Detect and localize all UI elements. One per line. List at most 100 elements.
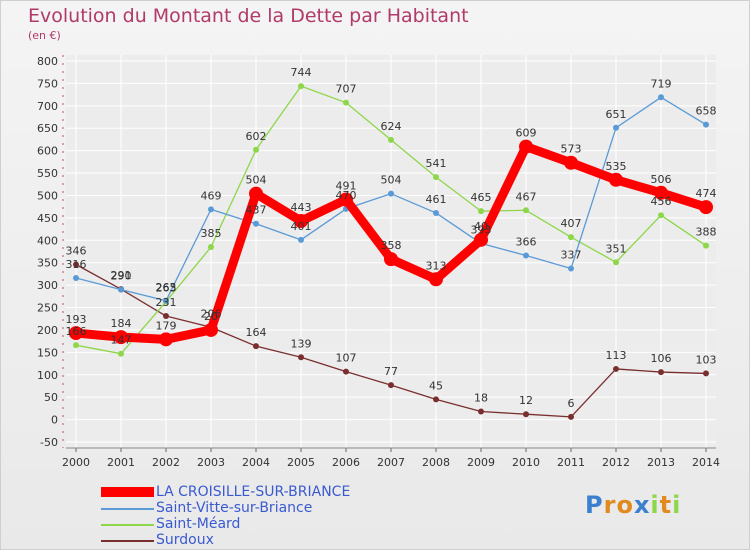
data-label: 346 (66, 244, 87, 257)
y-tick-label: 200 (37, 324, 58, 337)
data-label: 316 (66, 258, 87, 271)
data-label: 388 (696, 226, 717, 239)
data-point (699, 200, 713, 215)
data-label: 265 (156, 281, 177, 294)
y-tick-label: 250 (37, 302, 58, 315)
data-label: 206 (201, 307, 222, 320)
y-tick-label: 550 (37, 167, 58, 180)
data-label: 147 (111, 334, 132, 347)
data-point (388, 382, 394, 389)
data-point (253, 220, 259, 227)
y-tick-label: 400 (37, 234, 58, 247)
data-label: 291 (111, 269, 132, 282)
legend-label: Surdoux (156, 532, 214, 548)
data-point (703, 370, 709, 377)
data-point (613, 365, 619, 372)
data-point (339, 192, 353, 207)
data-point (208, 244, 214, 251)
data-point (253, 343, 259, 350)
data-label: 393 (471, 223, 492, 236)
y-tick-label: 600 (37, 145, 58, 158)
logo-letter: r (603, 491, 617, 519)
data-point (298, 354, 304, 361)
data-label: 106 (651, 352, 672, 365)
data-point (433, 396, 439, 403)
data-point (609, 172, 623, 187)
data-label: 504 (246, 174, 267, 187)
data-label: 166 (66, 325, 87, 338)
data-label: 744 (291, 66, 312, 79)
data-label: 573 (561, 143, 582, 156)
proxiti-logo: Proxiti (585, 491, 681, 519)
legend-swatch (101, 487, 154, 497)
x-tick-label: 2006 (332, 456, 360, 469)
data-label: 290 (111, 270, 132, 283)
y-tick-label: 350 (37, 257, 58, 270)
data-label: 366 (516, 236, 537, 249)
y-tick-label: 650 (37, 122, 58, 135)
data-point (523, 207, 529, 214)
data-point (429, 272, 443, 287)
data-point (568, 234, 574, 241)
y-tick-label: -50 (40, 436, 58, 449)
data-point (703, 121, 709, 128)
data-label: 456 (651, 195, 672, 208)
legend-label: LA CROISILLE-SUR-BRIANCE (156, 484, 351, 500)
data-label: 107 (336, 352, 357, 365)
x-tick-label: 2002 (152, 456, 180, 469)
data-label: 719 (651, 77, 672, 90)
data-label: 45 (429, 379, 443, 392)
logo-letter: x (633, 491, 651, 519)
y-tick-label: 150 (37, 346, 58, 359)
chart-title: Evolution du Montant de la Dette par Hab… (28, 5, 469, 27)
data-label: 407 (561, 217, 582, 230)
data-label: 465 (471, 191, 492, 204)
x-tick-label: 2001 (107, 456, 135, 469)
logo-letter: o (616, 491, 634, 519)
data-label: 313 (426, 259, 447, 272)
data-point (208, 206, 214, 213)
data-label: 602 (246, 130, 267, 143)
data-point (249, 186, 263, 201)
data-label: 443 (291, 201, 312, 214)
data-label: 193 (66, 313, 87, 326)
data-label: 6 (568, 397, 575, 410)
data-label: 337 (561, 249, 582, 262)
logo-letter: t (659, 491, 673, 519)
data-label: 609 (516, 127, 537, 140)
data-label: 385 (201, 227, 222, 240)
data-label: 470 (336, 189, 357, 202)
data-label: 474 (696, 187, 717, 200)
data-point (474, 232, 488, 247)
x-tick-label: 2008 (422, 456, 450, 469)
data-label: 437 (246, 204, 267, 217)
data-label: 263 (156, 282, 177, 295)
data-point (388, 136, 394, 143)
data-point (478, 208, 484, 215)
data-point (69, 326, 83, 341)
y-tick-label: 800 (37, 55, 58, 68)
data-label: 535 (606, 160, 627, 173)
legend-label: Saint-Méard (156, 516, 241, 532)
x-tick-label: 2014 (692, 456, 720, 469)
legend-label: Saint-Vitte-sur-Briance (156, 500, 313, 516)
x-tick-label: 2011 (557, 456, 585, 469)
data-label: 651 (606, 108, 627, 121)
data-label: 358 (381, 239, 402, 252)
data-point (159, 332, 173, 347)
data-point (703, 242, 709, 249)
data-label: 77 (384, 365, 398, 378)
data-point (658, 94, 664, 101)
data-point (73, 342, 79, 349)
data-point (433, 209, 439, 216)
y-tick-label: 500 (37, 189, 58, 202)
logo-letter: i (650, 491, 660, 519)
data-point (343, 99, 349, 106)
data-label: 401 (291, 220, 312, 233)
data-point (204, 322, 218, 337)
data-point (114, 330, 128, 345)
data-label: 231 (156, 296, 177, 309)
y-tick-label: 300 (37, 279, 58, 292)
data-point (658, 212, 664, 219)
data-point (73, 261, 79, 268)
